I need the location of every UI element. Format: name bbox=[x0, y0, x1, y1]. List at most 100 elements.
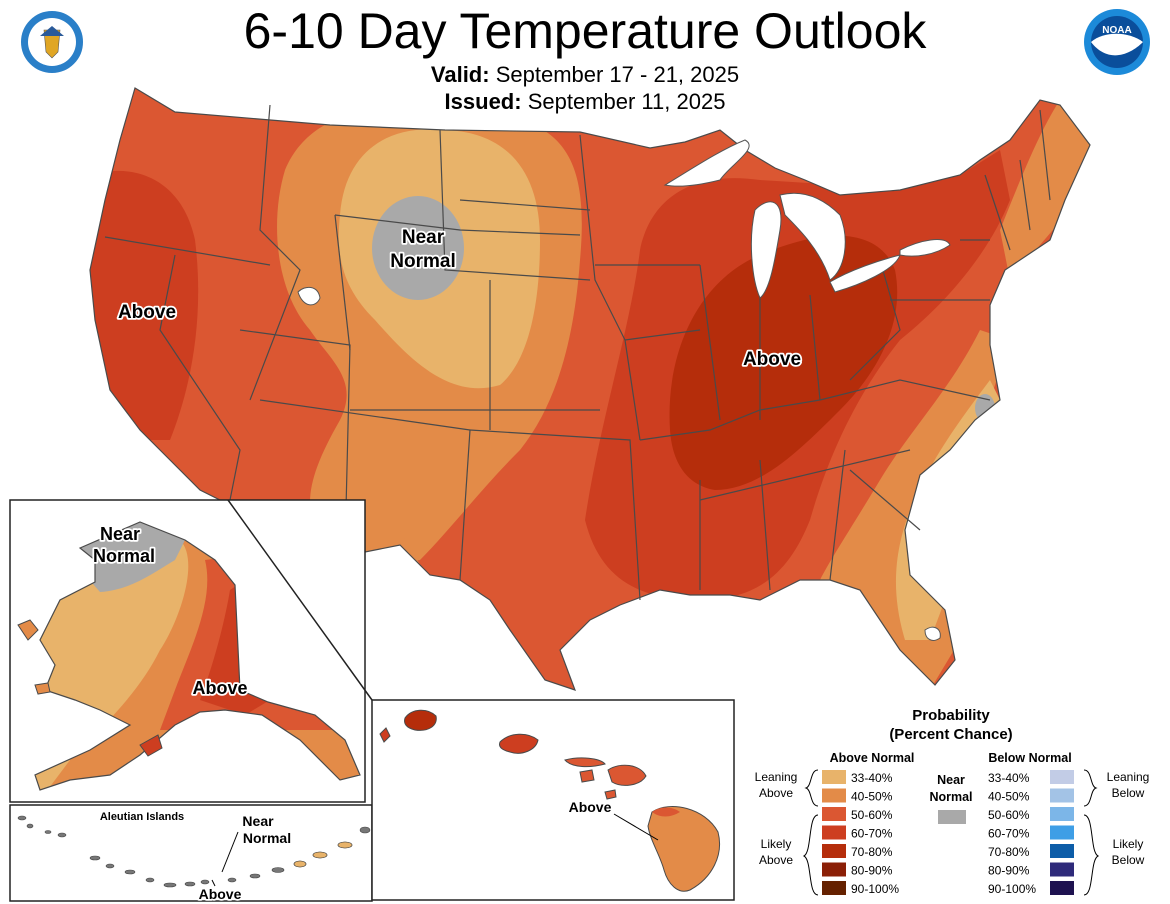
hawaii-kauai bbox=[404, 709, 437, 731]
conus-near-normal-label-2: Normal bbox=[390, 251, 455, 272]
aleutian-above-islands bbox=[293, 841, 353, 868]
legend-above-label: 50-60% bbox=[851, 808, 893, 822]
legend-likely-below-1: Likely bbox=[1113, 837, 1144, 851]
hawaii-kahoolawe bbox=[604, 789, 617, 800]
legend-above-label: 80-90% bbox=[851, 864, 893, 878]
hawaii-inset: Above bbox=[371, 699, 735, 901]
aleutian-above-label: Above bbox=[199, 886, 242, 902]
legend-title-2: (Percent Chance) bbox=[889, 726, 1012, 743]
legend-below-label: 80-90% bbox=[988, 864, 1030, 878]
alaska-inset-connector bbox=[227, 499, 373, 701]
legend: Probability (Percent Chance) Above Norma… bbox=[755, 707, 1150, 896]
legend-below-swatch bbox=[1050, 788, 1074, 803]
issued-date: Issued: September 11, 2025 bbox=[0, 89, 1170, 115]
noaa-logo: NOAA bbox=[1084, 9, 1150, 75]
legend-above-label: 33-40% bbox=[851, 771, 893, 785]
legend-below-rows: 33-40% 40-50% 50-60% 60-70% 70-80% 80-90% 90-1… bbox=[988, 770, 1074, 896]
valid-value: September 17 - 21, 2025 bbox=[495, 62, 740, 87]
legend-above-label: 40-50% bbox=[851, 790, 893, 804]
legend-brace-leaning-above bbox=[804, 769, 819, 807]
legend-below-swatch bbox=[1050, 844, 1074, 858]
legend-above-swatch bbox=[822, 862, 846, 877]
conus-above-west-label: Above bbox=[118, 302, 176, 323]
alaska-near-normal-label-2: Normal bbox=[93, 546, 155, 566]
alaska-inset: Near Normal Above bbox=[9, 499, 373, 803]
legend-below-header: Below Normal bbox=[988, 751, 1071, 765]
legend-above-swatch bbox=[822, 770, 846, 784]
valid-label: Valid: bbox=[430, 62, 490, 87]
legend-below-swatch bbox=[1050, 825, 1074, 840]
legend-above-swatch bbox=[822, 807, 846, 821]
legend-near-header-1: Near bbox=[937, 773, 965, 787]
hawaii-oahu bbox=[499, 733, 539, 754]
legend-brace-leaning-below bbox=[1083, 769, 1098, 807]
hawaii-above-label: Above bbox=[569, 799, 612, 815]
issued-value: September 11, 2025 bbox=[527, 89, 726, 114]
conus-above-40-50-northeast bbox=[1000, 100, 1090, 280]
legend-likely-below-2: Below bbox=[1112, 853, 1145, 867]
legend-below-label: 70-80% bbox=[988, 845, 1030, 859]
legend-above-swatch bbox=[822, 788, 846, 803]
state-boundaries bbox=[104, 104, 1051, 601]
legend-below-label: 40-50% bbox=[988, 790, 1030, 804]
great-lakes bbox=[663, 139, 951, 299]
lake-okeechobee bbox=[924, 626, 941, 641]
legend-below-swatch bbox=[1050, 770, 1074, 784]
conus-above-east-label: Above bbox=[743, 349, 801, 370]
legend-title-1: Probability bbox=[912, 707, 990, 724]
aleutian-near-normal-label-2: Normal bbox=[243, 830, 291, 846]
legend-below-swatch bbox=[1050, 862, 1074, 877]
legend-leaning-below-2: Below bbox=[1112, 786, 1145, 800]
legend-brace-likely-above bbox=[802, 814, 819, 896]
issued-label: Issued: bbox=[444, 89, 522, 114]
aleutian-title: Aleutian Islands bbox=[100, 811, 184, 823]
alaska-island-2 bbox=[34, 682, 51, 695]
legend-leaning-above-1: Leaning bbox=[755, 770, 798, 784]
aleutian-near-normal-label-1: Near bbox=[242, 813, 274, 829]
legend-above-swatch bbox=[822, 844, 846, 858]
legend-brace-likely-below bbox=[1083, 814, 1100, 896]
hawaii-niihau bbox=[379, 727, 391, 743]
legend-likely-above-1: Likely bbox=[761, 837, 792, 851]
legend-near-header-2: Normal bbox=[929, 790, 972, 804]
legend-below-label: 60-70% bbox=[988, 827, 1030, 841]
legend-below-label: 33-40% bbox=[988, 771, 1030, 785]
svg-text:NOAA: NOAA bbox=[1102, 25, 1131, 36]
hawaii-maui bbox=[607, 764, 647, 786]
legend-below-label: 50-60% bbox=[988, 808, 1030, 822]
commerce-seal-logo bbox=[19, 9, 85, 75]
alaska-island-1 bbox=[17, 619, 39, 641]
legend-above-swatch bbox=[822, 825, 846, 840]
legend-below-swatch bbox=[1050, 881, 1074, 895]
legend-leaning-below-1: Leaning bbox=[1107, 770, 1150, 784]
valid-dates: Valid: September 17 - 21, 2025 bbox=[0, 62, 1170, 88]
map-title: 6-10 Day Temperature Outlook bbox=[243, 3, 927, 59]
great-salt-lake bbox=[297, 286, 321, 306]
legend-likely-above-2: Above bbox=[759, 853, 793, 867]
legend-leaning-above-2: Above bbox=[759, 786, 793, 800]
legend-near-swatch bbox=[938, 810, 966, 824]
hawaii-above-pointer bbox=[613, 813, 659, 841]
hawaii-big-island-west bbox=[652, 807, 680, 817]
legend-above-label: 70-80% bbox=[851, 845, 893, 859]
alaska-island-3 bbox=[139, 734, 163, 757]
conus-near-normal-area bbox=[372, 196, 464, 300]
legend-above-label: 60-70% bbox=[851, 827, 893, 841]
legend-below-swatch bbox=[1050, 807, 1074, 821]
alaska-near-normal-label-1: Near bbox=[100, 524, 140, 544]
legend-above-swatch bbox=[822, 881, 846, 895]
aleutian-near-pointer bbox=[221, 831, 239, 873]
alaska-above-label: Above bbox=[192, 678, 247, 698]
hawaii-lanai bbox=[579, 769, 595, 783]
alaska-near-normal bbox=[80, 522, 185, 592]
conus-near-normal-label-1: Near bbox=[402, 227, 445, 248]
legend-above-label: 90-100% bbox=[851, 882, 899, 896]
legend-above-rows: 33-40% 40-50% 50-60% 60-70% 70-80% 80-90% 90-1… bbox=[822, 770, 899, 896]
hawaii-molokai bbox=[564, 757, 606, 768]
alaska-outline bbox=[34, 521, 361, 791]
conus-above-70-80 bbox=[669, 235, 898, 490]
aleutian-above-pointer bbox=[211, 879, 216, 887]
legend-above-header: Above Normal bbox=[830, 751, 915, 765]
hawaii-big-island bbox=[647, 805, 720, 892]
